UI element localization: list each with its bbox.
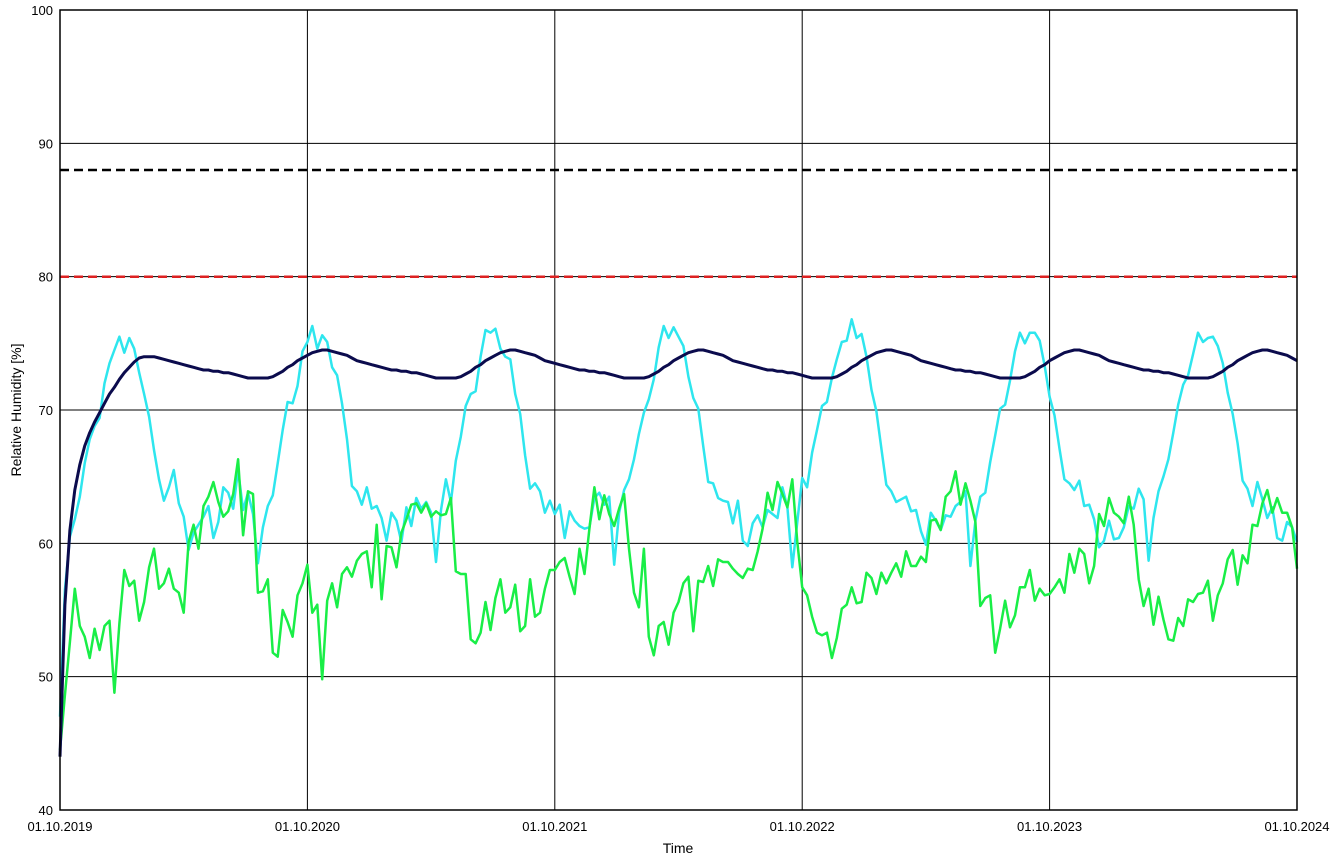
x-tick-labels: 01.10.2019 01.10.2020 01.10.2021 01.10.2022… <box>27 819 1329 834</box>
y-tick-label-6: 100 <box>31 3 53 18</box>
x-tick-label-3: 01.10.2022 <box>770 819 835 834</box>
y-axis-label: Relative Humidity [%] <box>8 343 24 476</box>
y-tick-label-2: 60 <box>39 536 53 551</box>
x-tick-label-5: 01.10.2024 <box>1264 819 1329 834</box>
plot-frame <box>59 9 1298 811</box>
series-line-2 <box>58 348 1298 757</box>
y-tick-label-3: 70 <box>39 403 53 418</box>
y-tick-label-0: 40 <box>39 803 53 818</box>
x-tick-label-2: 01.10.2021 <box>522 819 587 834</box>
y-tick-label-5: 90 <box>39 136 53 151</box>
x-tick-label-1: 01.10.2020 <box>275 819 340 834</box>
y-tick-label-4: 80 <box>39 270 53 285</box>
series-line-1 <box>58 458 1299 751</box>
x-axis-label: Time <box>663 840 694 856</box>
series-line-0 <box>58 318 1299 717</box>
y-tick-label-1: 50 <box>39 670 53 685</box>
x-tick-label-0: 01.10.2019 <box>27 819 92 834</box>
series-layer <box>58 168 1299 757</box>
y-tick-labels: 40 50 60 70 80 90 100 <box>31 3 53 818</box>
x-tick-label-4: 01.10.2023 <box>1017 819 1082 834</box>
